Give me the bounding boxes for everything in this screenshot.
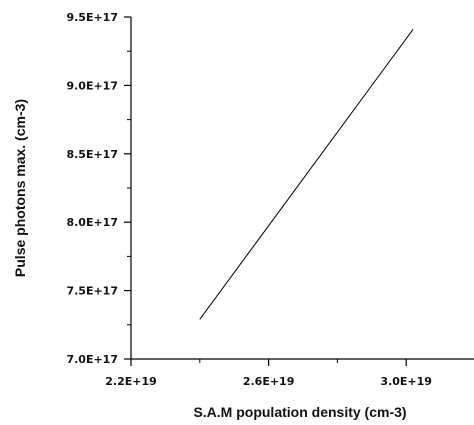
y-tick-label: 8.0E+17: [66, 216, 118, 229]
y-tick-label: 7.0E+17: [66, 353, 118, 366]
y-tick-label: 7.5E+17: [66, 285, 118, 298]
x-axis-title: S.A.M population density (cm-3): [193, 404, 406, 420]
y-tick-label: 8.5E+17: [66, 148, 118, 161]
y-tick-label: 9.5E+17: [66, 11, 118, 24]
x-tick-label: 2.2E+19: [105, 375, 157, 388]
y-axis: 7.0E+17 7.5E+17 8.0E+17 8.5E+17 9.0E+17 9.5E+…: [66, 11, 132, 366]
x-tick-label: 3.0E+19: [380, 375, 432, 388]
y-axis-title: Pulse photons max. (cm-3): [12, 99, 28, 277]
x-axis: 2.2E+19 2.6E+19 3.0E+19: [105, 358, 474, 388]
y-tick-label: 9.0E+17: [66, 79, 118, 92]
series-layer: [199, 29, 414, 320]
series-line: [199, 29, 414, 320]
x-tick-label: 2.6E+19: [243, 375, 295, 388]
